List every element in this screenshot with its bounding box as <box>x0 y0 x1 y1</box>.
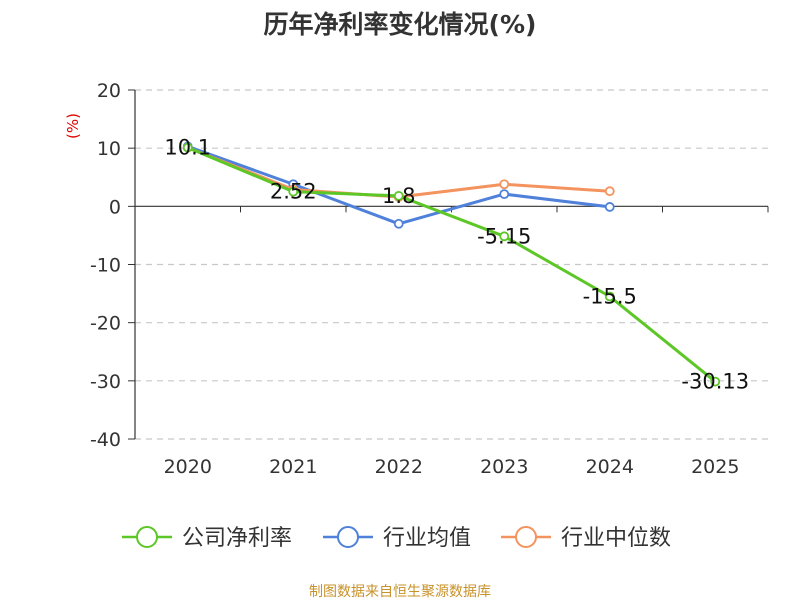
data-label: -5.15 <box>477 224 531 248</box>
legend-item[interactable]: 行业均值 <box>323 526 471 551</box>
data-labels: 10.1 2.52 1.8 -5.15 -15.5 -30.13 <box>164 136 749 394</box>
data-label: 10.1 <box>164 136 211 160</box>
x-tick-label: 2020 <box>164 456 212 478</box>
legend-item[interactable]: 行业中位数 <box>501 526 671 551</box>
y-axis-label: (%) <box>64 113 82 139</box>
data-point <box>393 218 404 229</box>
legend-marker <box>515 526 537 548</box>
legend-label: 公司净利率 <box>182 526 292 551</box>
data-label: 2.52 <box>270 180 317 204</box>
legend-label: 行业均值 <box>383 526 471 551</box>
legend-marker <box>136 526 158 548</box>
data-point <box>499 231 510 242</box>
data-point <box>604 291 615 302</box>
data-label: 1.8 <box>382 184 415 208</box>
series-lines <box>182 141 721 387</box>
x-tick-label: 2025 <box>691 456 739 478</box>
data-point <box>288 186 299 197</box>
data-label: -15.5 <box>583 284 637 308</box>
legend-marker <box>337 526 359 548</box>
x-tick-label: 2024 <box>586 456 634 478</box>
data-point <box>710 376 721 387</box>
y-tick-label: 20 <box>97 80 121 102</box>
y-tick-label: 10 <box>97 138 121 160</box>
x-tick-label: 2022 <box>375 456 423 478</box>
y-tick-label: -10 <box>90 255 121 277</box>
legend-item[interactable]: 公司净利率 <box>122 526 292 551</box>
chart-title: 历年净利率变化情况(%) <box>264 10 537 39</box>
y-tick-label: -20 <box>90 313 121 335</box>
data-point <box>604 202 615 212</box>
legend[interactable]: 公司净利率 行业均值 行业中位数 <box>122 526 671 551</box>
data-point <box>393 190 404 201</box>
x-tick-label: 2023 <box>480 456 528 478</box>
source-note: 制图数据来自恒生聚源数据库 <box>309 584 491 600</box>
series-line <box>186 146 717 384</box>
y-tick-label: -30 <box>90 371 121 393</box>
data-point <box>499 189 510 200</box>
y-tick-label: 0 <box>109 196 121 218</box>
axes: 20 10 0 -10 -20 -30 -40 2020 2021 2022 2023 2024 202… <box>90 80 769 478</box>
legend-label: 行业中位数 <box>561 526 671 551</box>
y-tick-label: -40 <box>90 429 121 451</box>
data-label: -30.13 <box>681 370 749 394</box>
data-point <box>499 179 510 190</box>
x-tick-label: 2021 <box>269 456 317 478</box>
data-point <box>182 142 193 153</box>
grid-lines <box>135 89 768 440</box>
data-point <box>604 186 615 197</box>
